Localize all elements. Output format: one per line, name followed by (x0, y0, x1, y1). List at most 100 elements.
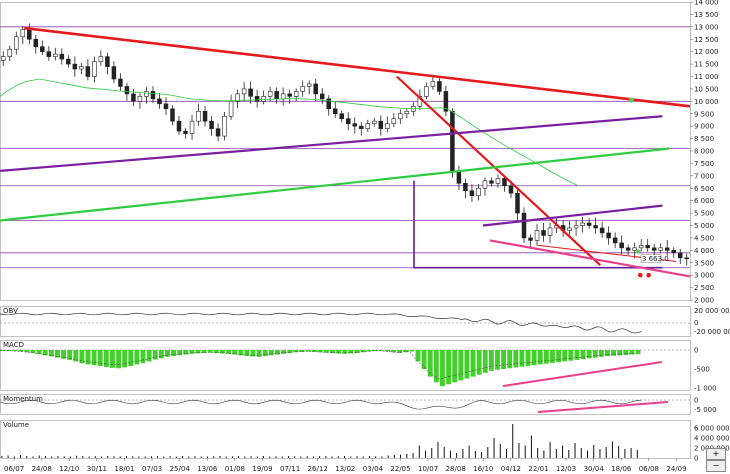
candle-body (521, 212, 527, 239)
candle-body (463, 182, 468, 192)
x-tick-label: 19/09 (252, 465, 272, 473)
macd-histogram-bar (495, 350, 500, 370)
candle-body (528, 237, 533, 241)
candle-body (176, 120, 182, 132)
candle-body (306, 83, 312, 87)
macd-histogram-bar (79, 350, 85, 364)
zoom-in-button[interactable]: + (706, 448, 726, 460)
trendline (482, 204, 663, 227)
macd-histogram-bar (586, 350, 592, 359)
macd-histogram-bar (427, 350, 433, 377)
macd-histogram-bar (201, 350, 207, 354)
candle-body (79, 66, 84, 70)
candle-body (599, 227, 605, 234)
candle-body (111, 66, 117, 80)
candle-body (541, 230, 546, 236)
x-tick-label: 22/05 (390, 465, 410, 473)
candle-body (98, 56, 104, 62)
zoom-out-button[interactable]: − (706, 460, 726, 472)
y-tick-label: 10 000 (694, 98, 719, 106)
macd-histogram-bar (629, 350, 635, 355)
macd-histogram-bar (440, 350, 445, 387)
candle-body (638, 245, 644, 249)
y-tick-label: 5 500 (694, 210, 714, 218)
last-price-label: 3 663.0 (642, 255, 669, 263)
candle-body (267, 91, 273, 97)
y-tick-label: 14 000 (694, 0, 719, 7)
trendline (23, 26, 691, 108)
macd-histogram-bar (91, 350, 97, 366)
macd-histogram-bar (525, 350, 531, 366)
volume-tick-label: 4 000 000 (694, 435, 730, 443)
candle-body (664, 247, 670, 251)
x-tick-label: 24/09 (666, 465, 686, 473)
candle-body (495, 178, 501, 184)
candle-body (606, 232, 611, 239)
candle-body (443, 91, 449, 112)
x-tick-label: 04/12 (501, 465, 521, 473)
candle-body (547, 227, 553, 236)
macd-histogram-bar (556, 350, 562, 363)
candle-body (1, 56, 6, 61)
macd-histogram-bar (623, 350, 629, 355)
macd-histogram-bar (165, 350, 170, 357)
y-tick-label: 10 500 (694, 85, 719, 93)
x-tick-label: 07/11 (280, 465, 300, 473)
macd-histogram-bar (513, 350, 519, 368)
trendline (396, 75, 602, 267)
macd-histogram-bar (568, 350, 574, 361)
candle-body (534, 230, 540, 241)
x-tick-label: 10/07 (418, 465, 438, 473)
momentum-line (0, 399, 642, 410)
candle-body (274, 91, 279, 100)
macd-histogram-bar (519, 350, 525, 367)
candle-body (437, 81, 442, 92)
macd-histogram-bar (611, 350, 617, 356)
candle-body (612, 237, 618, 244)
x-tick-label: 24/08 (32, 465, 52, 473)
obv-line (0, 312, 642, 334)
macd-histogram-bar (250, 350, 256, 357)
y-tick-label: 6 000 (694, 197, 714, 205)
macd-histogram-bar (336, 350, 342, 354)
macd-histogram-bar (146, 350, 152, 362)
macd-histogram-bar (293, 350, 299, 353)
candle-body (430, 81, 436, 87)
macd-histogram-bar (134, 350, 140, 365)
candle-body (469, 190, 475, 197)
macd-panel: MACD 0 -500 -1 000 (0, 340, 717, 393)
candle-body (46, 51, 52, 57)
macd-histogram-bar (598, 350, 604, 357)
macd-histogram-bar (103, 350, 109, 368)
macd-histogram-bar (342, 350, 348, 354)
candle-body (235, 93, 240, 102)
macd-histogram-bar (24, 350, 30, 353)
candle-body (170, 108, 175, 122)
candle-body (293, 91, 299, 97)
macd-histogram-bar (464, 350, 470, 379)
candle-body (280, 93, 286, 100)
macd-histogram-bar (458, 350, 464, 381)
macd-histogram-bar (220, 350, 225, 354)
macd-histogram-bar (531, 350, 537, 366)
candle-body (196, 110, 201, 122)
macd-histogram-bar (433, 350, 439, 383)
x-tick-label: 30/11 (87, 465, 107, 473)
x-tick-label: 28/08 (446, 465, 466, 473)
x-tick-label: 12/10 (59, 465, 79, 473)
macd-histogram-bar (287, 350, 293, 354)
candle-body (53, 53, 58, 57)
momentum-tick-label: 0 (694, 397, 698, 405)
candle-body (645, 245, 650, 249)
x-tick-label: 06/08 (639, 465, 659, 473)
candle-body (157, 98, 162, 105)
candle-body (118, 78, 123, 87)
macd-tick-label: -500 (694, 366, 710, 374)
candle-body (261, 96, 266, 102)
macd-histogram-bar (275, 350, 280, 355)
macd-histogram-bar (42, 350, 48, 356)
candle-body (508, 185, 514, 194)
macd-histogram-bar (378, 350, 384, 351)
macd-histogram-bar (385, 350, 390, 352)
